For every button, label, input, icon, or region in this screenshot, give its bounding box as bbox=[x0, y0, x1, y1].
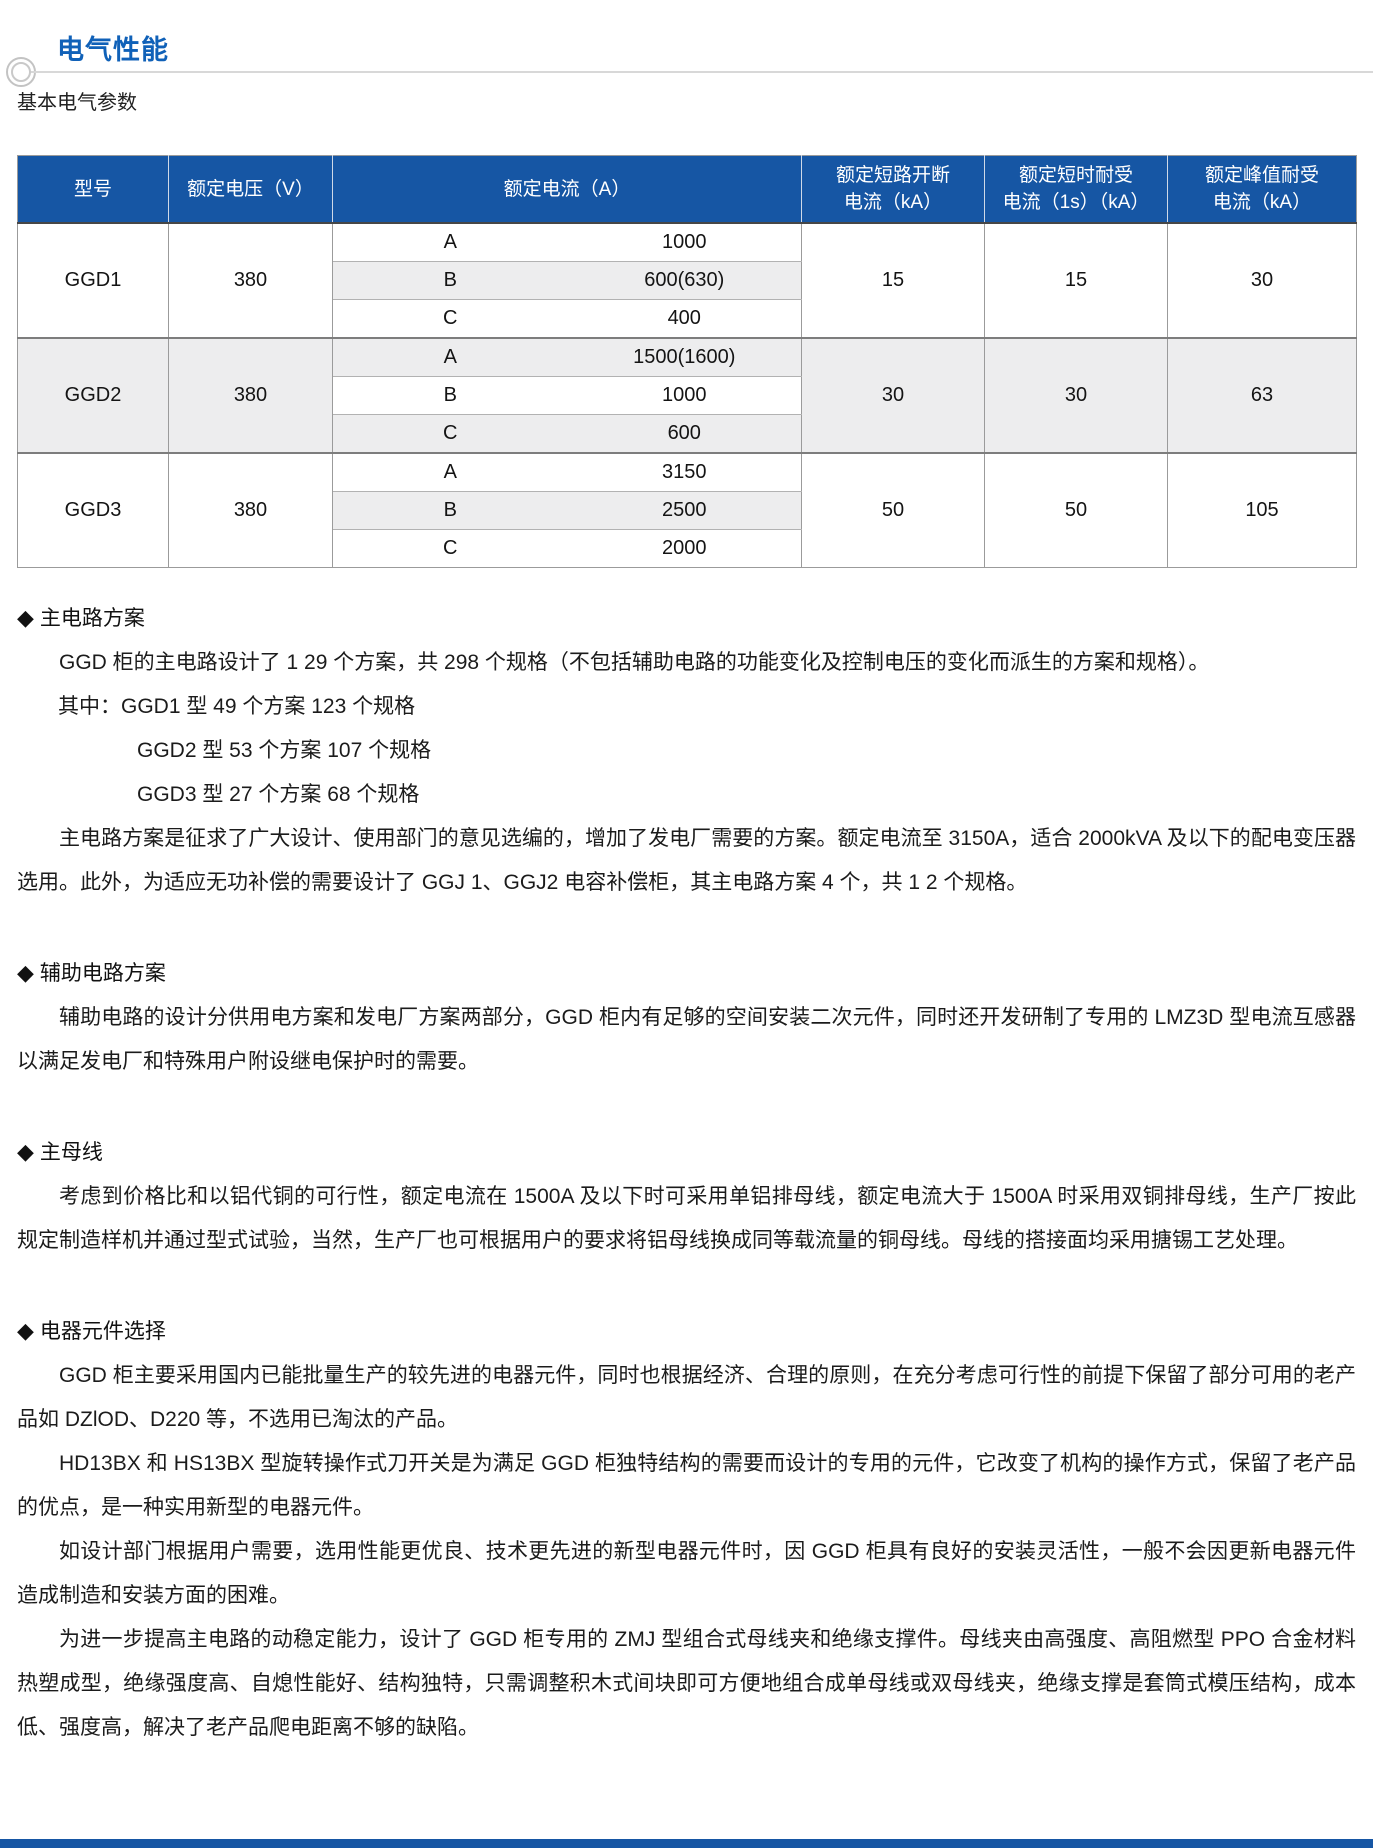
current-value-cell: 2000 bbox=[567, 529, 802, 568]
short-time-current-cell: 30 bbox=[984, 338, 1168, 454]
paragraph: 考虑到价格比和以铝代铜的可行性，额定电流在 1500A 及以下时可采用单铝排母线… bbox=[17, 1185, 1356, 1252]
paragraph: HD13BX 和 HS13BX 型旋转操作式刀开关是为满足 GGD 柜独特结构的… bbox=[17, 1452, 1356, 1519]
paragraph: GGD 柜主要采用国内已能批量生产的较先进的电器元件，同时也根据经济、合理的原则… bbox=[17, 1364, 1356, 1431]
section-heading-text: 主母线 bbox=[39, 1141, 103, 1164]
current-letter-cell: B bbox=[332, 491, 568, 530]
section-heading: ◆ 辅助电路方案 bbox=[17, 951, 1356, 996]
current-value-cell: 600(630) bbox=[567, 261, 802, 300]
section-heading: ◆ 电器元件选择 bbox=[17, 1309, 1356, 1354]
column-header: 额定电流（A） bbox=[332, 155, 802, 224]
page-content: 电气性能 基本电气参数 型号 额定电压（V） 额定电流（A） 额定短路开断 电流（kA… bbox=[6, 0, 1373, 1750]
current-value-cell: 2500 bbox=[567, 491, 802, 530]
table-row: B 600(630) bbox=[18, 261, 1357, 300]
table-row: B 1000 bbox=[18, 376, 1357, 415]
column-header: 额定电压（V） bbox=[168, 155, 333, 224]
table-header: 型号 额定电压（V） 额定电流（A） 额定短路开断 电流（kA） 额定短时耐受 电流（1… bbox=[17, 155, 1357, 224]
current-value-cell: 400 bbox=[567, 299, 802, 339]
section: ◆ 电器元件选择 GGD 柜主要采用国内已能批量生产的较先进的电器元件，同时也根据经… bbox=[17, 1309, 1356, 1750]
section: ◆ 主电路方案 GGD 柜的主电路设计了 1 29 个方案，共 298 个规格（不包… bbox=[17, 596, 1356, 905]
table-row: B 2500 bbox=[18, 491, 1357, 530]
page-header: 电气性能 bbox=[6, 0, 1373, 87]
current-letter-cell: C bbox=[332, 299, 568, 339]
peak-current-cell: 30 bbox=[1167, 223, 1357, 339]
spec-line: GGD3 型 27 个方案 68 个规格 bbox=[137, 783, 420, 806]
current-letter-cell: B bbox=[332, 376, 568, 415]
column-header: 额定峰值耐受 电流（kA） bbox=[1167, 155, 1357, 224]
peak-current-cell: 105 bbox=[1245, 499, 1279, 521]
voltage-cell: 380 bbox=[168, 453, 333, 568]
current-letter-cell: C bbox=[443, 537, 458, 559]
model-cell: GGD1 bbox=[17, 223, 169, 339]
current-letter-cell: A bbox=[332, 453, 568, 492]
breaking-current-cell: 30 bbox=[801, 338, 985, 454]
table-row: C 400 bbox=[18, 299, 1357, 339]
voltage-cell: 380 bbox=[168, 338, 333, 454]
table-row: C 2000 bbox=[18, 529, 1357, 568]
current-letter-cell: A bbox=[332, 338, 568, 377]
section: ◆ 辅助电路方案辅助电路的设计分供用电方案和发电厂方案两部分，GGD 柜内有足够的… bbox=[17, 951, 1356, 1084]
current-value-cell: 1000 bbox=[567, 376, 802, 415]
table-row: GGD1 380 A 1000 15 15 30 bbox=[17, 223, 1357, 339]
current-value-cell: 600 bbox=[567, 414, 802, 454]
paragraph: 主电路方案是征求了广大设计、使用部门的意见选编的，增加了发电厂需要的方案。额定电… bbox=[17, 827, 1356, 894]
section-heading: ◆ 主母线 bbox=[17, 1130, 1356, 1175]
paragraph: 辅助电路的设计分供用电方案和发电厂方案两部分，GGD 柜内有足够的空间安装二次元… bbox=[17, 1006, 1356, 1073]
short-time-current-cell: 50 bbox=[984, 453, 1168, 568]
table-row: GGD3 380 A 3150 50 50 105 bbox=[17, 453, 1357, 568]
diamond-bullet-icon: ◆ bbox=[17, 1318, 34, 1343]
model-cell: GGD2 bbox=[17, 338, 169, 454]
section-heading-text: 辅助电路方案 bbox=[39, 962, 166, 985]
current-letter-cell: C bbox=[332, 414, 568, 454]
table-body: GGD1 380 A 1000 15 15 30 B 600(630) C 400 GGD2 380 A 1… bbox=[17, 223, 1357, 568]
table-header-row: 型号 额定电压（V） 额定电流（A） 额定短路开断 电流（kA） 额定短时耐受 电流（1… bbox=[17, 155, 1357, 224]
paragraph: 如设计部门根据用户需要，选用性能更优良、技术更先进的新型电器元件时，因 GGD … bbox=[17, 1540, 1356, 1607]
header-divider bbox=[31, 71, 1373, 73]
breaking-current-cell: 15 bbox=[801, 223, 985, 339]
breaking-current-cell: 50 bbox=[801, 453, 985, 568]
current-letter-cell: A bbox=[332, 223, 568, 262]
voltage-cell: 380 bbox=[168, 223, 333, 339]
current-value-cell: 1000 bbox=[567, 223, 802, 262]
parameters-table: 型号 额定电压（V） 额定电流（A） 额定短路开断 电流（kA） 额定短时耐受 电流（1… bbox=[17, 155, 1357, 568]
current-value-cell: 1500(1600) bbox=[567, 338, 802, 377]
table-row: GGD2 380 A 1500(1600) 30 30 63 bbox=[17, 338, 1357, 454]
column-header: 额定短时耐受 电流（1s）（kA） bbox=[984, 155, 1168, 224]
peak-current-cell: 63 bbox=[1167, 338, 1357, 454]
diamond-bullet-icon: ◆ bbox=[17, 605, 34, 630]
section-heading-text: 电器元件选择 bbox=[39, 1320, 166, 1343]
spec-line: 其中：GGD1 型 49 个方案 123 个规格 bbox=[58, 695, 416, 718]
spec-line: GGD2 型 53 个方案 107 个规格 bbox=[137, 739, 432, 762]
model-cell: GGD3 bbox=[17, 453, 169, 568]
current-value-cell: 3150 bbox=[567, 453, 802, 492]
diamond-bullet-icon: ◆ bbox=[17, 960, 34, 985]
paragraph: 为进一步提高主电路的动稳定能力，设计了 GGD 柜专用的 ZMJ 型组合式母线夹… bbox=[17, 1628, 1356, 1739]
section-heading: ◆ 主电路方案 bbox=[17, 596, 1356, 641]
sections: ◆ 主电路方案 GGD 柜的主电路设计了 1 29 个方案，共 298 个规格（不包… bbox=[17, 596, 1356, 1750]
paragraph: GGD 柜的主电路设计了 1 29 个方案，共 298 个规格（不包括辅助电路的… bbox=[59, 651, 1210, 674]
section-heading-text: 主电路方案 bbox=[39, 607, 145, 630]
short-time-current-cell: 15 bbox=[984, 223, 1168, 339]
column-header: 额定短路开断 电流（kA） bbox=[801, 155, 985, 224]
table-row: C 600 bbox=[18, 414, 1357, 454]
section: ◆ 主母线考虑到价格比和以铝代铜的可行性，额定电流在 1500A 及以下时可采用单… bbox=[17, 1130, 1356, 1263]
page-title: 电气性能 bbox=[57, 35, 169, 65]
diamond-bullet-icon: ◆ bbox=[17, 1139, 34, 1164]
current-letter-cell: B bbox=[332, 261, 568, 300]
footer-accent-bar bbox=[0, 1839, 1373, 1848]
column-header: 型号 bbox=[17, 155, 169, 224]
page-subtitle: 基本电气参数 bbox=[17, 92, 137, 114]
